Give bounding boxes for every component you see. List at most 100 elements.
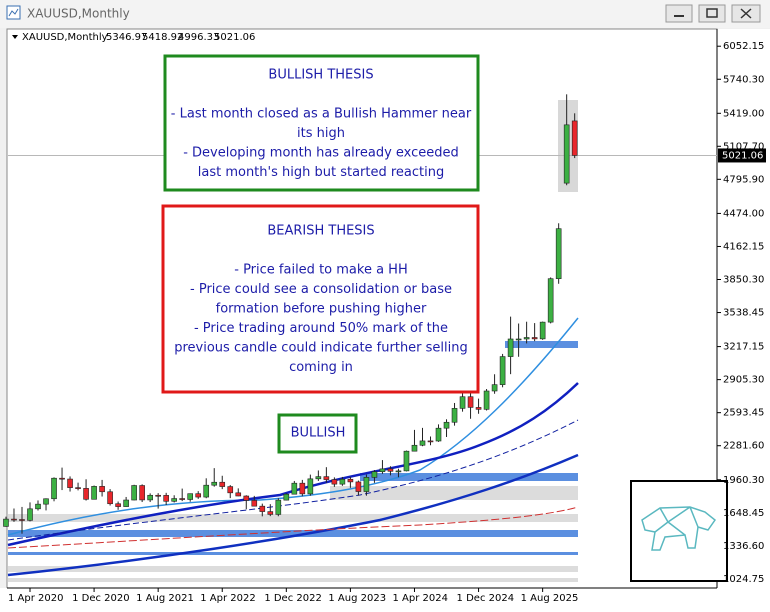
- candle-body: [563, 124, 570, 184]
- annotation-line: previous candle could indicate further s…: [174, 341, 468, 356]
- symbol-label: XAUUSD,Monthly: [22, 32, 108, 43]
- candle-body: [283, 493, 290, 501]
- candle-body: [11, 518, 17, 521]
- y-tick-label: 2905.30: [723, 375, 764, 386]
- candle-body: [19, 519, 25, 521]
- candle-body: [571, 120, 578, 156]
- ma-line: [7, 506, 579, 549]
- candle-body: [395, 470, 402, 473]
- y-tick-label: 4162.15: [723, 241, 764, 252]
- ma-line: [7, 453, 579, 577]
- candle-body: [299, 482, 306, 495]
- candle-body: [523, 337, 530, 340]
- candle-body: [235, 492, 242, 497]
- ma-line: [7, 419, 579, 541]
- moving-averages: [7, 317, 579, 577]
- candle-body: [187, 493, 193, 500]
- annotations: BULLISH THESIS BEARISH THESIS BULLISH - …: [161, 54, 480, 454]
- restore-icon: [706, 8, 718, 18]
- annotation-line: formation before pushing higher: [216, 302, 427, 317]
- zone: [8, 514, 578, 522]
- candle-body: [147, 494, 153, 501]
- zone: [360, 473, 578, 481]
- candle-body: [443, 421, 450, 429]
- candle-body: [387, 468, 394, 472]
- zone: [8, 552, 578, 555]
- annotation-line: - Last month closed as a Bullish Hammer …: [171, 107, 472, 122]
- candle-body: [483, 390, 490, 410]
- annotation-line: - Price trading around 50% mark of the: [194, 321, 448, 336]
- candle-body: [195, 493, 202, 498]
- candle-body: [75, 487, 81, 489]
- window-title: XAUUSD,Monthly: [27, 7, 130, 21]
- annotation-line: coming in: [289, 360, 353, 375]
- candle-body: [171, 498, 177, 502]
- y-tick-label: 4795.90: [723, 174, 764, 185]
- annotation-line: - Developing month has already exceeded: [183, 146, 459, 161]
- annotation-line: - Price failed to make a HH: [234, 263, 407, 278]
- y-tick-label: 3850.30: [723, 275, 764, 286]
- candle-body: [371, 471, 378, 478]
- y-tick-label: 5107.70: [723, 141, 764, 152]
- candles: [3, 94, 578, 534]
- price-tag-label: 5021.06: [722, 150, 763, 161]
- candle-body: [355, 481, 362, 492]
- candle-body: [475, 407, 482, 410]
- minimize-button[interactable]: [665, 4, 693, 23]
- candle-body: [315, 476, 322, 480]
- candle-body: [155, 494, 161, 497]
- candle-body: [91, 486, 97, 500]
- candle-body: [515, 338, 522, 341]
- zones: [8, 100, 578, 582]
- candle-body: [27, 508, 33, 521]
- candle-body: [411, 444, 418, 452]
- candle-body: [435, 427, 442, 442]
- candle-body: [555, 228, 562, 279]
- candle-body: [531, 337, 538, 340]
- candle-body: [99, 486, 105, 493]
- candle-body: [131, 485, 137, 501]
- y-tick-label: 6052.15: [723, 41, 764, 52]
- y-tick-label: 3217.15: [723, 342, 764, 353]
- logo: [630, 480, 728, 582]
- x-tick-label: 1 Apr 2024: [392, 593, 447, 604]
- candle-body: [107, 491, 113, 505]
- header-arrow: [12, 35, 18, 39]
- candle-body: [547, 278, 554, 323]
- candle-body: [51, 477, 57, 500]
- candle-body: [403, 450, 410, 472]
- annotation-line: last month's high but started reacting: [198, 165, 444, 180]
- zone: [8, 578, 578, 582]
- candle-body: [83, 488, 89, 500]
- zone: [8, 530, 578, 537]
- ohlc-low: 4996.33: [178, 32, 219, 43]
- bullish-thesis-title: BULLISH THESIS: [268, 68, 373, 83]
- window-icon-graph: [8, 8, 19, 17]
- candle-body: [451, 408, 458, 423]
- ohlc-open: 5346.97: [106, 32, 147, 43]
- candle-body: [219, 481, 226, 487]
- ma-line: [7, 317, 579, 536]
- candle-body: [507, 338, 514, 357]
- candle-body: [243, 495, 250, 501]
- y-tick-label: 5740.30: [723, 74, 764, 85]
- x-tick-label: 1 Dec 2020: [72, 593, 130, 604]
- restore-button[interactable]: [698, 4, 726, 23]
- candle-body: [259, 505, 266, 512]
- candle-body: [211, 481, 218, 486]
- candle-body: [427, 440, 434, 443]
- close-icon: [740, 8, 752, 19]
- bearish-thesis-title: BEARISH THESIS: [267, 224, 374, 239]
- y-tick-label: 5419.00: [723, 108, 764, 119]
- bear-icon: [641, 506, 717, 551]
- candle-body: [251, 500, 258, 507]
- bullish-label-box: [277, 413, 358, 454]
- candle-body: [163, 495, 169, 502]
- candle-body: [139, 485, 145, 501]
- bullish-label: BULLISH: [291, 426, 346, 441]
- candle-body: [331, 479, 338, 485]
- candle-body: [491, 384, 498, 392]
- candle-body: [499, 356, 506, 385]
- candle-body: [419, 440, 426, 446]
